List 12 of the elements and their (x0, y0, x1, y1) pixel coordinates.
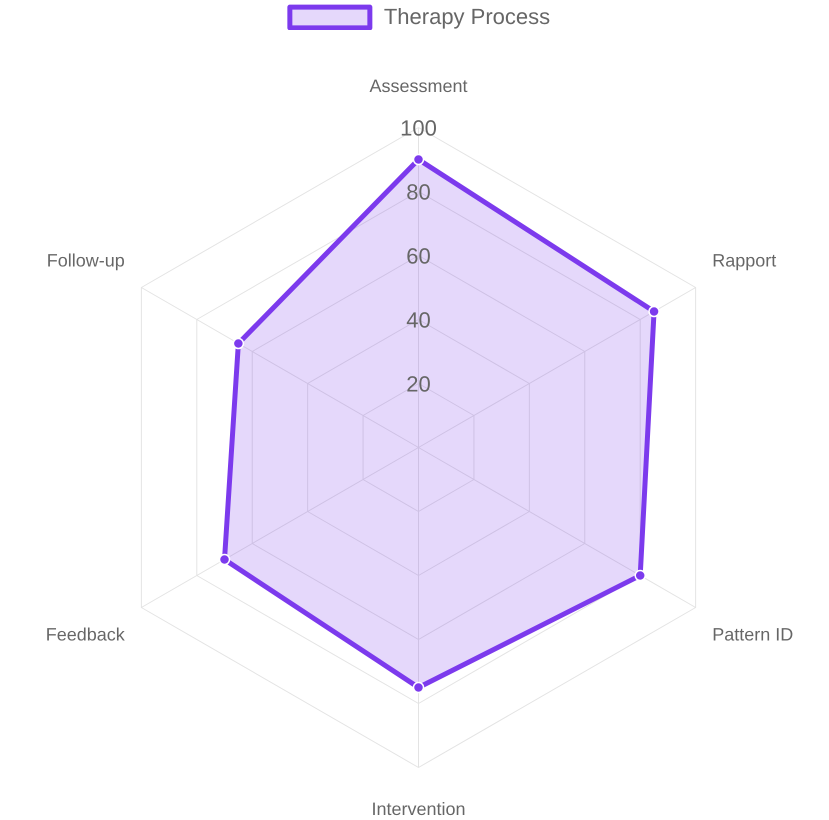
spoke-label: Feedback (46, 624, 126, 645)
y-tick-label: 40 (406, 308, 431, 332)
legend-label: Therapy Process (384, 4, 550, 30)
y-tick-label: 20 (406, 372, 431, 396)
spoke-label: Rapport (712, 250, 776, 270)
spoke-label: Follow-up (46, 250, 125, 270)
spoke-label: Pattern ID (712, 624, 794, 645)
spoke-label: Intervention (371, 799, 466, 820)
y-tick-label: 100 (400, 116, 437, 140)
y-tick-label: 80 (406, 180, 431, 204)
y-tick-label: 60 (406, 244, 431, 268)
spoke-label: Assessment (369, 76, 468, 96)
